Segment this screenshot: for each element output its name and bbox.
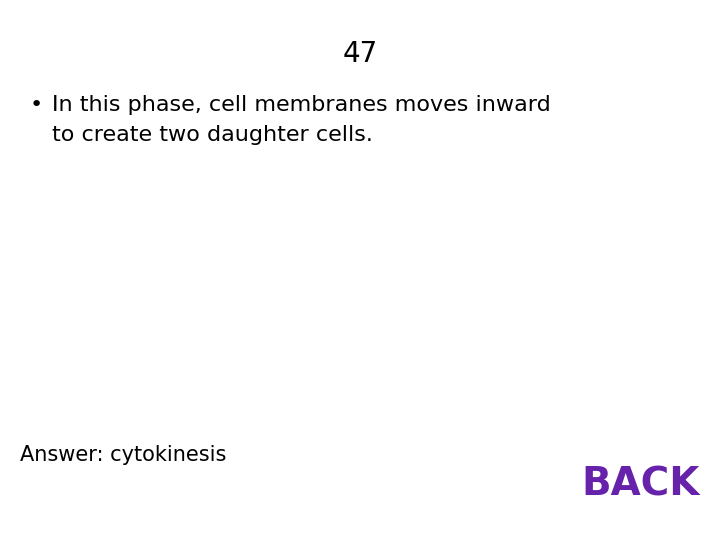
- Text: In this phase, cell membranes moves inward: In this phase, cell membranes moves inwa…: [52, 95, 551, 115]
- Text: 47: 47: [343, 40, 377, 68]
- Text: Answer: cytokinesis: Answer: cytokinesis: [20, 445, 226, 465]
- Text: BACK: BACK: [582, 465, 700, 503]
- Text: •: •: [30, 95, 43, 115]
- Text: to create two daughter cells.: to create two daughter cells.: [52, 125, 373, 145]
